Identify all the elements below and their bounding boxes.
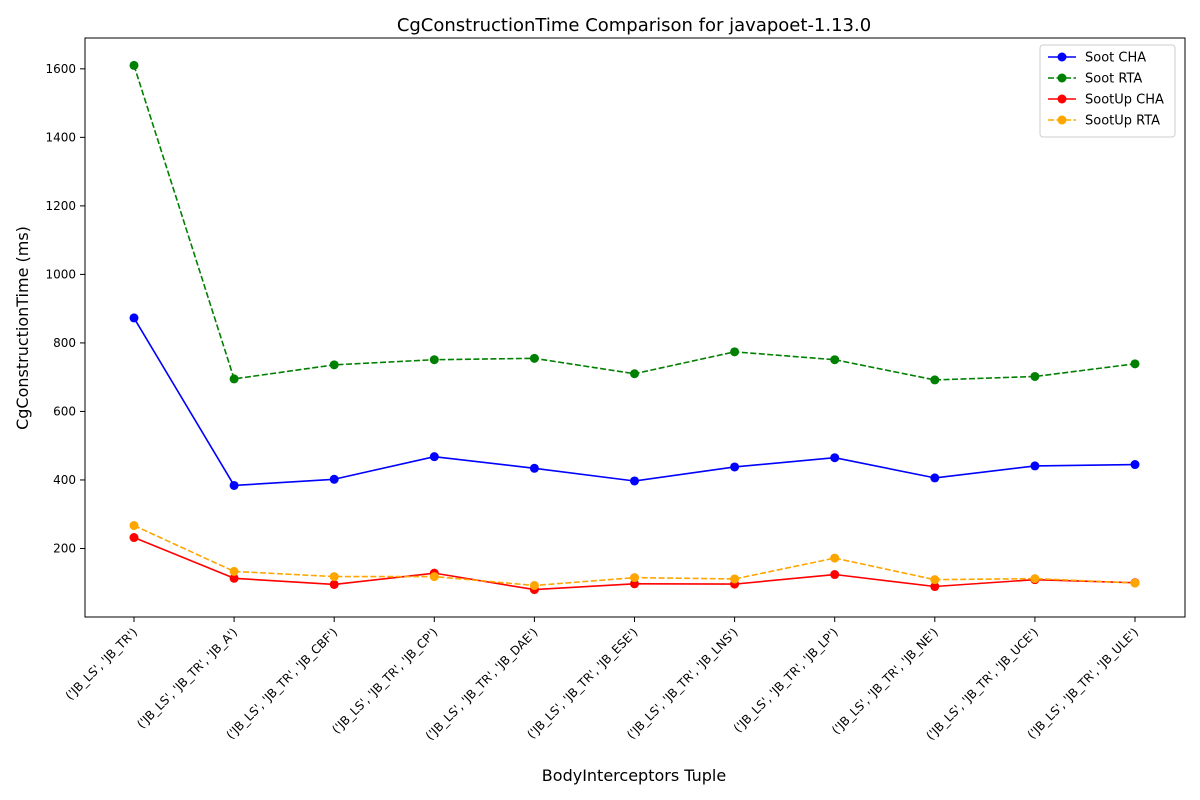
y-tick-label: 1400 (45, 130, 76, 144)
legend-marker (1057, 73, 1067, 83)
y-tick-label: 1000 (45, 267, 76, 281)
data-point (630, 476, 639, 486)
data-point (229, 480, 239, 490)
plot-area (84, 37, 1186, 618)
data-point (529, 463, 539, 473)
legend-marker (1057, 115, 1067, 125)
chart-title: CgConstructionTime Comparison for javapo… (397, 15, 871, 36)
legend-item: SootUp RTA (1048, 114, 1160, 129)
x-axis-label: BodyInterceptors Tuple (542, 766, 726, 785)
data-point (129, 533, 139, 543)
legend-item: Soot CHA (1048, 51, 1146, 66)
legend-label: Soot CHA (1085, 51, 1146, 66)
data-point (1030, 461, 1040, 471)
data-point (730, 462, 740, 472)
legend-marker (1057, 94, 1067, 104)
data-point (1130, 359, 1140, 369)
data-point (930, 575, 940, 585)
y-tick-label: 1200 (45, 199, 76, 213)
x-tick-label: ('JB_LS', 'JB_TR', 'JB_LNS') (624, 625, 741, 742)
data-point (830, 453, 840, 463)
x-tick-label: ('JB_LS', 'JB_TR', 'JB_DAE') (423, 625, 541, 743)
legend-label: SootUp CHA (1085, 93, 1164, 108)
data-point (129, 521, 139, 531)
series-line (133, 317, 1136, 487)
data-point (630, 369, 639, 379)
y-tick-label: 600 (53, 404, 76, 418)
x-tick-label: ('JB_LS', 'JB_TR', 'JB_ESE') (524, 625, 640, 741)
data-point (1130, 578, 1140, 588)
x-tick-label: ('JB_LS', 'JB_TR', 'JB_A') (134, 625, 240, 731)
x-tick-label: ('JB_LS', 'JB_TR', 'JB_ULE') (1025, 625, 1141, 741)
y-tick-label: 200 (53, 541, 76, 555)
series-soot-rta (129, 60, 1140, 385)
data-point (229, 374, 239, 384)
data-point (429, 355, 439, 365)
data-point (329, 474, 339, 484)
data-point (129, 313, 139, 323)
legend-marker (1057, 52, 1067, 62)
data-point (329, 579, 339, 589)
series-line (133, 65, 1136, 381)
data-point (630, 579, 639, 589)
series-sootup-rta (129, 521, 1140, 590)
x-tick-label: ('JB_LS', 'JB_TR', 'JB_CP') (329, 625, 440, 736)
data-point (630, 573, 639, 583)
legend: Soot CHA Soot RTA SootUp CHA SootUp RTA (1039, 44, 1176, 138)
data-point (930, 582, 940, 592)
data-point (229, 566, 239, 576)
x-tick-label: ('JB_LS', 'JB_TR', 'JB_CBF') (223, 625, 340, 742)
legend-item: SootUp CHA (1048, 93, 1164, 108)
data-point (830, 570, 840, 580)
y-tick-label: 400 (53, 473, 76, 487)
data-point (329, 360, 339, 370)
data-point (830, 355, 840, 365)
legend-label: SootUp RTA (1085, 114, 1160, 129)
y-tick-label: 800 (53, 336, 76, 350)
x-axis: ('JB_LS', 'JB_TR')('JB_LS', 'JB_TR', 'JB… (63, 617, 1141, 743)
data-point (730, 347, 740, 357)
legend-label: Soot RTA (1085, 72, 1142, 87)
data-point (930, 375, 940, 385)
x-tick-label: ('JB_LS', 'JB_TR', 'JB_UCE') (923, 625, 1041, 743)
x-tick-label: ('JB_LS', 'JB_TR', 'JB_NE') (829, 625, 941, 737)
legend-item: Soot RTA (1048, 72, 1142, 87)
data-point (830, 553, 840, 563)
data-point (1030, 574, 1040, 584)
legend-box (1039, 44, 1176, 138)
y-axis: 200 400 600 800 1000 1200 1400 1600 (45, 62, 85, 555)
x-tick-label: ('JB_LS', 'JB_TR', 'JB_LP') (731, 625, 841, 735)
data-point (429, 572, 439, 582)
data-point (529, 580, 539, 590)
series-soot-cha (129, 313, 1140, 490)
data-point (129, 60, 139, 70)
data-point (730, 574, 740, 584)
data-point (529, 353, 539, 363)
data-point (229, 573, 239, 583)
data-point (930, 473, 940, 483)
data-point (329, 572, 339, 582)
data-point (1030, 371, 1040, 381)
series-sootup-cha (129, 533, 1140, 595)
y-axis-label: CgConstructionTime (ms) (13, 226, 32, 430)
data-point (1130, 460, 1140, 470)
y-tick-label: 1600 (45, 62, 76, 76)
data-point (429, 452, 439, 462)
x-tick-label: ('JB_LS', 'JB_TR') (63, 625, 141, 703)
series-group (129, 60, 1140, 595)
